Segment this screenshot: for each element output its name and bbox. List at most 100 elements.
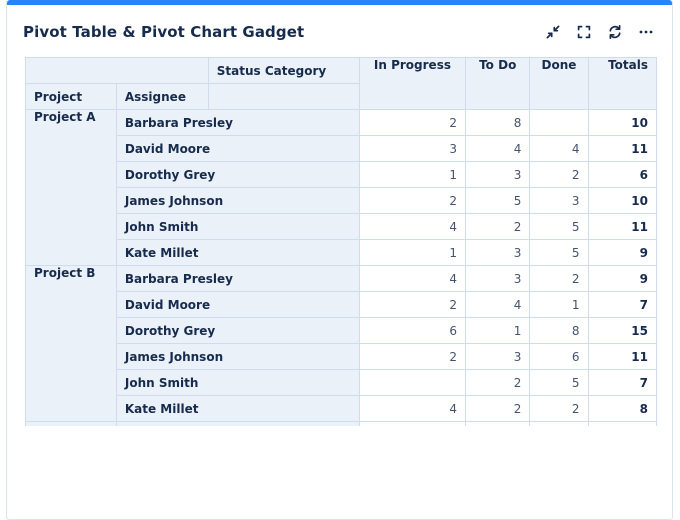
status-category-header: Status Category — [207, 57, 360, 84]
to-do-value: 3 — [465, 239, 531, 266]
in-progress-value — [358, 421, 467, 426]
column-header-done: Done — [529, 57, 589, 110]
totals-value: 11 — [587, 343, 658, 370]
refresh-button[interactable] — [603, 20, 627, 44]
fullscreen-icon — [576, 24, 592, 40]
to-do-value: 8 — [465, 109, 531, 136]
table-row: John Smith 4 2 5 11 — [26, 213, 658, 240]
to-do-value: 5 — [465, 187, 531, 214]
done-value: 4 — [529, 135, 589, 162]
totals-value — [587, 421, 658, 426]
assignee-cell: David Moore — [115, 291, 360, 318]
totals-value: 7 — [587, 291, 658, 318]
table-row: Kate Millet 4 2 2 8 — [26, 395, 658, 422]
status-category-empty-cell — [207, 83, 360, 110]
totals-value: 7 — [587, 369, 658, 396]
gadget-accent-bar — [7, 0, 672, 5]
assignee-cell: James Johnson — [115, 343, 360, 370]
assignee-cell: Kate Millet — [115, 395, 360, 422]
in-progress-value: 2 — [358, 343, 467, 370]
totals-value: 10 — [587, 109, 658, 136]
to-do-value: 3 — [465, 265, 531, 292]
assignee-cell: David Moore — [115, 135, 360, 162]
assignee-cell: Dorothy Grey — [115, 317, 360, 344]
in-progress-value: 4 — [358, 213, 467, 240]
table-row: James Johnson 2 5 3 10 — [26, 187, 658, 214]
done-value: 5 — [529, 213, 589, 240]
to-do-value: 1 — [465, 317, 531, 344]
done-value: 5 — [529, 369, 589, 396]
totals-value: 8 — [587, 395, 658, 422]
totals-value: 11 — [587, 213, 658, 240]
to-do-value — [465, 421, 531, 426]
assignee-cell: Dorothy Grey — [115, 161, 360, 188]
column-header-in-progress: In Progress — [358, 57, 467, 110]
to-do-value: 3 — [465, 343, 531, 370]
row-header-assignee: Assignee — [115, 83, 209, 110]
to-do-value: 4 — [465, 291, 531, 318]
assignee-cell: Kate Millet — [115, 239, 360, 266]
done-value — [529, 421, 589, 426]
in-progress-value: 2 — [358, 291, 467, 318]
corner-empty-cell — [25, 57, 209, 84]
totals-value: 9 — [587, 265, 658, 292]
done-value: 2 — [529, 265, 589, 292]
refresh-icon — [607, 24, 623, 40]
collapse-button[interactable] — [541, 20, 565, 44]
totals-value: 10 — [587, 187, 658, 214]
to-do-value: 2 — [465, 213, 531, 240]
project-cell: Project B — [25, 265, 117, 422]
in-progress-value: 1 — [358, 239, 467, 266]
table-row: Project B Barbara Presley 4 3 2 9 — [25, 265, 658, 422]
in-progress-value: 2 — [358, 187, 467, 214]
to-do-value: 3 — [465, 161, 531, 188]
in-progress-value: 4 — [358, 265, 467, 292]
in-progress-value: 1 — [358, 161, 467, 188]
done-value: 6 — [529, 343, 589, 370]
totals-value: 15 — [587, 317, 658, 344]
project-cell: Project A — [25, 109, 117, 266]
header-row-1: Status Category In Progress To Do Done T… — [25, 57, 658, 110]
done-value: 2 — [529, 161, 589, 188]
to-do-value: 4 — [465, 135, 531, 162]
more-icon — [638, 24, 654, 40]
in-progress-value: 4 — [358, 395, 467, 422]
table-row: Kate Millet 1 3 5 9 — [26, 239, 658, 266]
in-progress-value — [358, 369, 467, 396]
gadget-toolbar — [541, 20, 658, 44]
table-row-clipped — [25, 421, 658, 426]
pivot-table: Status Category In Progress To Do Done T… — [25, 57, 658, 426]
project-cell — [25, 421, 117, 426]
table-row: James Johnson 2 3 6 11 — [26, 343, 658, 370]
totals-value: 11 — [587, 135, 658, 162]
done-value: 1 — [529, 291, 589, 318]
header-row-2: Project Assignee — [25, 83, 657, 110]
done-value — [529, 109, 589, 136]
column-header-totals: Totals — [587, 57, 658, 110]
to-do-value: 2 — [465, 369, 531, 396]
row-header-project: Project — [25, 83, 117, 110]
done-value: 8 — [529, 317, 589, 344]
table-row: Project A Barbara Presley 2 8 10 — [25, 109, 658, 266]
table-row: David Moore 2 4 1 7 — [26, 291, 658, 318]
assignee-cell: John Smith — [115, 213, 360, 240]
in-progress-value: 2 — [358, 109, 467, 136]
column-header-to-do: To Do — [465, 57, 531, 110]
table-row: Dorothy Grey 6 1 8 15 — [26, 317, 658, 344]
table-row: John Smith 2 5 7 — [26, 369, 658, 396]
more-button[interactable] — [634, 20, 658, 44]
fullscreen-button[interactable] — [572, 20, 596, 44]
pivot-gadget-card: Pivot Table & Pivot Chart Gadget — [6, 0, 673, 520]
assignee-cell — [115, 421, 360, 426]
to-do-value: 2 — [465, 395, 531, 422]
totals-value: 6 — [587, 161, 658, 188]
collapse-icon — [545, 24, 561, 40]
in-progress-value: 6 — [358, 317, 467, 344]
totals-value: 9 — [587, 239, 658, 266]
done-value: 5 — [529, 239, 589, 266]
gadget-header: Pivot Table & Pivot Chart Gadget — [7, 5, 672, 44]
assignee-cell: Barbara Presley — [115, 109, 360, 136]
assignee-cell: John Smith — [115, 369, 360, 396]
assignee-cell: James Johnson — [115, 187, 360, 214]
done-value: 2 — [529, 395, 589, 422]
